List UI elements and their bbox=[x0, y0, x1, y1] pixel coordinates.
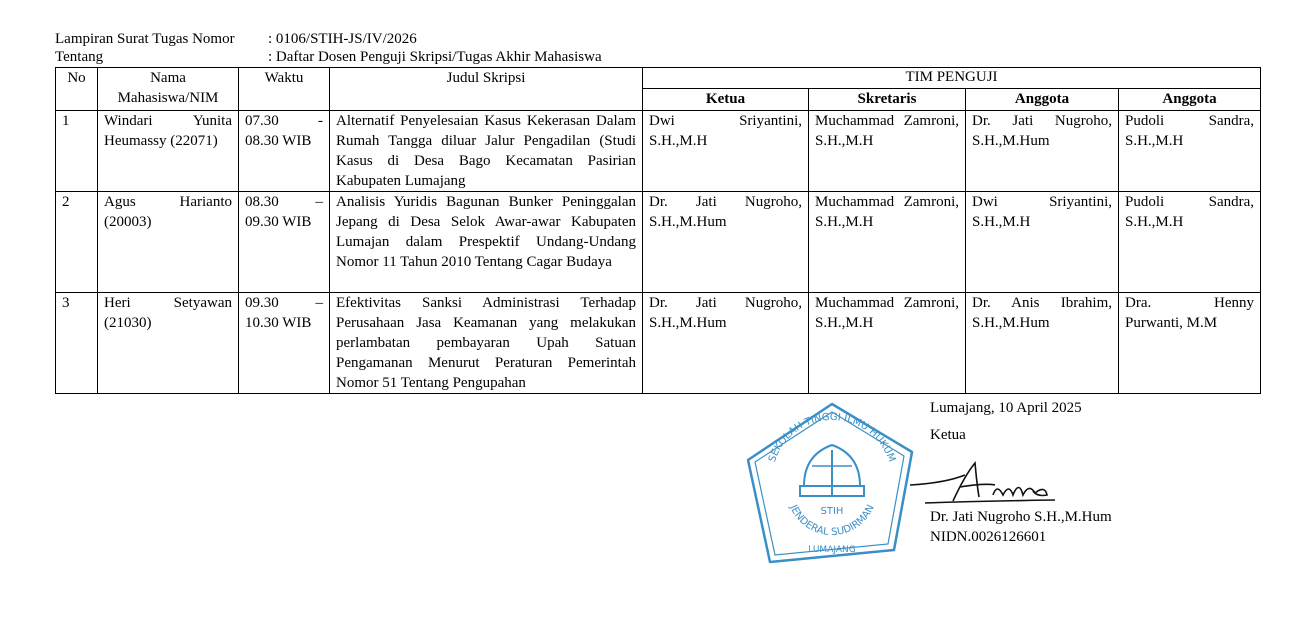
cell-waktu: 08.30 – 09.30 WIB bbox=[238, 191, 330, 293]
lampiran-label: Lampiran Surat Tugas Nomor bbox=[55, 31, 235, 47]
cell-waktu: 09.30 – 10.30 WIB bbox=[238, 292, 330, 394]
cell-anggota-2: Pudoli Sandra, S.H.,M.H bbox=[1117, 110, 1262, 192]
cell-nama: Agus Harianto (20003) bbox=[97, 191, 239, 293]
signature-scribble bbox=[909, 461, 1056, 504]
col-sekretaris: Skretaris bbox=[808, 88, 966, 111]
col-anggota-1: Anggota bbox=[965, 88, 1119, 111]
signer-nidn: NIDN.0026126601 bbox=[930, 529, 1047, 545]
cell-judul: Alternatif Penyelesaian Kasus Kekerasan … bbox=[329, 110, 643, 192]
tentang-value: : Daftar Dosen Penguji Skripsi/Tugas Akh… bbox=[268, 49, 602, 65]
table-row: 2 Agus Harianto (20003) 08.30 – 09.30 WI… bbox=[55, 191, 1262, 293]
cell-no: 1 bbox=[55, 110, 98, 192]
signer-role: Ketua bbox=[930, 427, 966, 443]
cell-ketua: Dr. Jati Nugroho, S.H.,M.Hum bbox=[642, 191, 809, 293]
examiner-table: No Nama Mahasiswa/NIM Waktu Judul Skrips… bbox=[55, 67, 1262, 394]
cell-nama: Windari Yunita Heumassy (22071) bbox=[97, 110, 239, 192]
col-tim-penguji: TIM PENGUJI bbox=[641, 67, 1262, 89]
col-ketua: Ketua bbox=[642, 88, 809, 111]
col-waktu: Waktu bbox=[238, 67, 330, 111]
col-no: No bbox=[55, 67, 98, 111]
stamp-city: LUMAJANG bbox=[808, 545, 855, 555]
table-row: 3 Heri Setyawan (21030) 09.30 – 10.30 WI… bbox=[55, 292, 1262, 394]
cell-anggota-1: Dr. Anis Ibrahim, S.H.,M.Hum bbox=[965, 292, 1119, 394]
cell-ketua: Dr. Jati Nugroho, S.H.,M.Hum bbox=[642, 292, 809, 394]
cell-sekretaris: Muchammad Zamroni, S.H.,M.H bbox=[808, 292, 966, 394]
col-anggota-2: Anggota bbox=[1117, 88, 1262, 111]
tentang-label: Tentang bbox=[55, 49, 104, 65]
cell-anggota-1: Dwi Sriyantini, S.H.,M.H bbox=[965, 191, 1119, 293]
cell-anggota-1: Dr. Jati Nugroho, S.H.,M.Hum bbox=[965, 110, 1119, 192]
signer-name: Dr. Jati Nugroho S.H.,M.Hum bbox=[930, 509, 1112, 525]
lampiran-line: Lampiran Surat Tugas Nomor : 0106/STIH-JS… bbox=[55, 30, 417, 48]
lampiran-value: : 0106/STIH-JS/IV/2026 bbox=[268, 31, 417, 47]
tentang-line: Tentang : Daftar Dosen Penguji Skripsi/Tu… bbox=[55, 48, 602, 66]
col-judul: Judul Skripsi bbox=[329, 67, 643, 111]
cell-anggota-2: Pudoli Sandra, S.H.,M.H bbox=[1117, 191, 1262, 293]
stamp-center: STIH bbox=[821, 506, 844, 517]
cell-judul: Efektivitas Sanksi Administrasi Terhadap… bbox=[329, 292, 643, 394]
cell-waktu: 07.30 - 08.30 WIB bbox=[238, 110, 330, 192]
cell-no: 2 bbox=[55, 191, 98, 293]
col-nama: Nama Mahasiswa/NIM bbox=[97, 67, 239, 111]
cell-sekretaris: Muchammad Zamroni, S.H.,M.H bbox=[808, 191, 966, 293]
place-date: Lumajang, 10 April 2025 bbox=[930, 400, 1082, 416]
cell-ketua: Dwi Sriyantini, S.H.,M.H bbox=[642, 110, 809, 192]
cell-no: 3 bbox=[55, 292, 98, 394]
cell-anggota-2: Dra. Henny Purwanti, M.M bbox=[1117, 292, 1262, 394]
table-row: 1 Windari Yunita Heumassy (22071) 07.30 … bbox=[55, 110, 1262, 192]
cell-nama: Heri Setyawan (21030) bbox=[97, 292, 239, 394]
cell-sekretaris: Muchammad Zamroni, S.H.,M.H bbox=[808, 110, 966, 192]
institution-stamp: SEKOLAH TINGGI ILMU HUKUM STIH JENDERAL … bbox=[746, 402, 914, 564]
cell-judul: Analisis Yuridis Bagunan Bunker Peningga… bbox=[329, 191, 643, 293]
